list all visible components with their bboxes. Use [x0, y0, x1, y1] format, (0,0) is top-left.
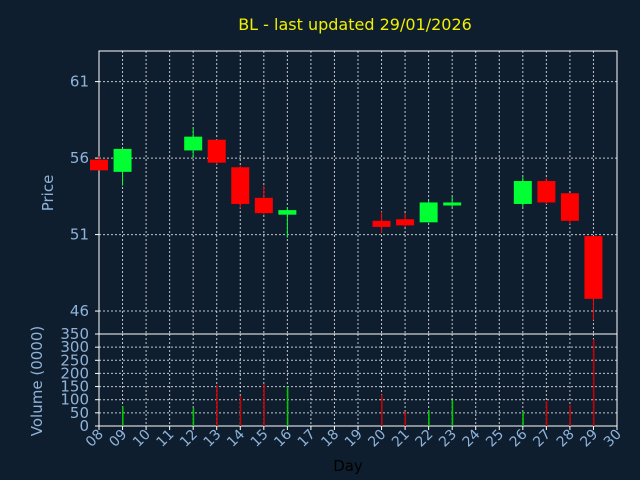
candle [254, 185, 273, 215]
price-tick-label: 56 [70, 149, 89, 167]
candle-body [278, 210, 297, 215]
volume-bar [428, 410, 430, 426]
day-tick-label: 14 [224, 426, 248, 450]
volume-bar [216, 385, 218, 426]
candle [396, 213, 415, 227]
candle [443, 196, 462, 208]
candle-body [207, 139, 226, 163]
candle [113, 148, 132, 186]
candle-body [90, 159, 108, 171]
volume-axis-label: Volume (0000) [28, 326, 46, 436]
price-y-ticks: 46 51 56 61 [70, 73, 99, 320]
candle [231, 165, 250, 209]
candle [90, 156, 108, 171]
day-tick-label: 20 [365, 427, 389, 451]
day-tick-label: 15 [248, 427, 272, 451]
day-tick-label: 12 [177, 427, 201, 451]
candle-body [537, 181, 556, 203]
volume-tick-label: 50 [70, 404, 89, 422]
volume-tick-label: 350 [60, 325, 89, 343]
candle-body [419, 202, 438, 223]
day-tick-label: 30 [601, 427, 625, 451]
candle-body [231, 167, 250, 204]
volume-bar [381, 394, 383, 426]
candle [278, 207, 297, 238]
volume-tick-label: 200 [60, 364, 89, 382]
day-tick-label: 27 [530, 427, 554, 451]
volume-tick-label: 100 [60, 391, 89, 409]
price-axis-label: Price [39, 175, 57, 212]
day-tick-label: 19 [342, 427, 366, 451]
candle-body [396, 219, 415, 226]
volume-bars [122, 339, 595, 426]
volume-tick-label: 250 [60, 351, 89, 369]
day-tick-label: 21 [389, 427, 413, 451]
volume-bar [451, 399, 454, 426]
candle [419, 200, 438, 223]
candle [372, 211, 391, 234]
candle-body [184, 136, 203, 151]
candle [513, 176, 532, 208]
volume-tick-label: 150 [60, 378, 89, 396]
day-x-ticks: 08 09 10 11 12 13 14 15 16 17 18 19 20 21 22 23 24 25 26 27… [83, 426, 625, 450]
volume-bar [239, 395, 242, 426]
candle-body [584, 236, 603, 299]
candle [207, 139, 226, 165]
day-tick-label: 29 [577, 427, 601, 451]
volume-bar [263, 383, 265, 426]
candle [184, 127, 203, 159]
candle-body [113, 148, 132, 172]
day-tick-label: 11 [154, 427, 178, 451]
price-tick-label: 61 [70, 73, 89, 91]
candle [584, 236, 603, 321]
volume-bar [592, 339, 595, 426]
day-tick-label: 16 [271, 426, 295, 450]
volume-bar [569, 404, 571, 426]
day-tick-label: 09 [106, 427, 130, 451]
price-tick-label: 51 [70, 226, 89, 244]
candle-body [254, 197, 273, 214]
price-panel: 46 51 56 61 Price [39, 50, 618, 335]
volume-tick-label: 0 [79, 417, 89, 435]
volume-bar [192, 407, 195, 426]
candles [90, 127, 603, 321]
volume-bar [122, 406, 124, 426]
day-tick-label: 25 [483, 427, 507, 451]
day-tick-label: 17 [295, 427, 319, 451]
price-tick-label: 46 [70, 302, 89, 320]
day-tick-label: 22 [413, 427, 437, 451]
day-tick-label: 28 [554, 427, 578, 451]
candle-body [443, 202, 462, 206]
day-tick-label: 24 [460, 426, 484, 450]
volume-gridlines [99, 334, 617, 426]
day-tick-label: 26 [507, 426, 531, 450]
candle-body [513, 181, 532, 204]
day-tick-label: 18 [318, 427, 342, 451]
volume-bar [522, 411, 524, 426]
candle [537, 177, 556, 204]
candle-body [372, 220, 391, 227]
day-tick-label: 10 [130, 427, 154, 451]
volume-tick-label: 300 [60, 338, 89, 356]
day-tick-label: 13 [201, 427, 225, 451]
candle-body [560, 193, 579, 221]
volume-bar [404, 411, 407, 426]
chart-title: BL - last updated 29/01/2026 [238, 15, 472, 34]
day-axis-label: Day [333, 457, 363, 475]
volume-bar [286, 386, 289, 426]
day-tick-label: 23 [436, 427, 460, 451]
volume-bar [545, 401, 548, 426]
candle [560, 193, 579, 224]
